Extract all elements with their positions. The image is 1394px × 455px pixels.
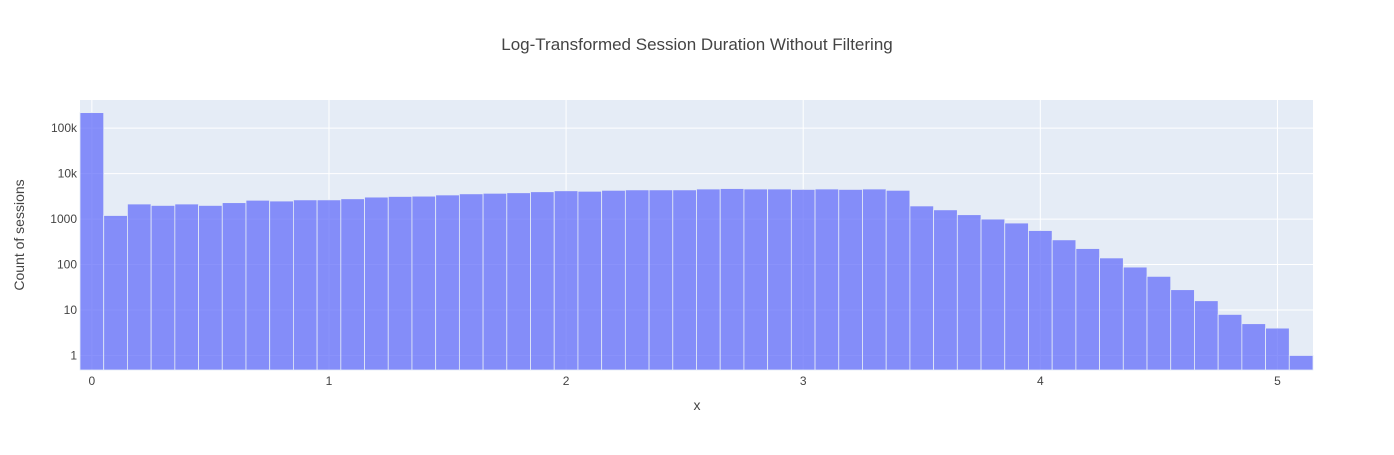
histogram-bar (814, 188, 840, 371)
histogram-bar (885, 189, 911, 371)
histogram-bar (624, 189, 650, 371)
histogram-bar (293, 199, 318, 371)
histogram-bar (980, 218, 1006, 371)
histogram-bar (909, 205, 935, 371)
x-axis-ticks: 0 1 2 3 4 5 (89, 374, 1282, 388)
histogram-bar (482, 192, 508, 371)
histogram-bar (435, 194, 460, 371)
x-tick-label: 0 (89, 374, 96, 388)
histogram-bar (696, 188, 721, 371)
histogram-bar (1122, 266, 1148, 371)
y-tick-label: 10 (64, 303, 78, 317)
x-tick-label: 5 (1274, 374, 1281, 388)
histogram-bar (458, 193, 484, 371)
histogram-bar (245, 199, 271, 371)
bars (79, 112, 1314, 371)
histogram-bar (150, 205, 176, 371)
x-tick-label: 3 (800, 374, 807, 388)
histogram-bar (530, 191, 555, 371)
histogram-bar (577, 190, 603, 371)
histogram-bar (838, 188, 863, 371)
histogram-bar (1265, 327, 1290, 371)
histogram-bar (1241, 323, 1266, 371)
y-tick-label: 100 (57, 258, 77, 272)
histogram-bar (553, 190, 579, 371)
histogram-bar (1288, 355, 1314, 371)
x-axis-label: x (694, 397, 701, 413)
histogram-bar (221, 202, 247, 371)
x-tick-label: 4 (1037, 374, 1044, 388)
histogram-bar (411, 195, 437, 371)
chart-title: Log-Transformed Session Duration Without… (501, 35, 892, 54)
histogram-bar (648, 189, 674, 371)
histogram-bar (1170, 289, 1195, 371)
histogram-bar (862, 188, 887, 371)
histogram-bar (1099, 257, 1124, 371)
histogram-bar (601, 189, 626, 371)
y-tick-label: 1000 (50, 212, 77, 226)
histogram-bar (1028, 230, 1053, 371)
histogram-bar (767, 188, 792, 371)
histogram-bar (1194, 300, 1219, 371)
histogram-bar (1051, 239, 1077, 371)
histogram-bar (127, 203, 152, 371)
histogram-bar (1075, 248, 1100, 371)
histogram-bar (672, 189, 697, 371)
histogram-bar (1146, 275, 1172, 371)
histogram-bar (743, 188, 769, 371)
y-tick-label: 10k (58, 167, 78, 181)
y-axis-ticks: 1 10 100 1000 10k 100k (50, 121, 78, 362)
histogram-bar (103, 215, 128, 371)
x-tick-label: 1 (326, 374, 333, 388)
histogram-bar (174, 203, 199, 371)
y-tick-label: 100k (51, 121, 78, 135)
histogram-bar (364, 196, 389, 371)
x-tick-label: 2 (563, 374, 570, 388)
y-tick-label: 1 (70, 348, 77, 362)
histogram-bar (316, 199, 342, 371)
histogram-bar (933, 209, 958, 371)
histogram-bar (956, 214, 982, 371)
histogram-bar (269, 200, 294, 371)
histogram-bar (198, 205, 223, 371)
histogram-bar (340, 198, 365, 371)
histogram-bar (506, 192, 531, 371)
histogram-bar (719, 188, 745, 371)
histogram-bar (1217, 314, 1243, 371)
histogram-bar (79, 112, 105, 371)
y-axis-label: Count of sessions (11, 179, 27, 290)
histogram-bar (790, 188, 816, 371)
histogram-bar (387, 196, 413, 371)
histogram-bar (1004, 222, 1029, 371)
